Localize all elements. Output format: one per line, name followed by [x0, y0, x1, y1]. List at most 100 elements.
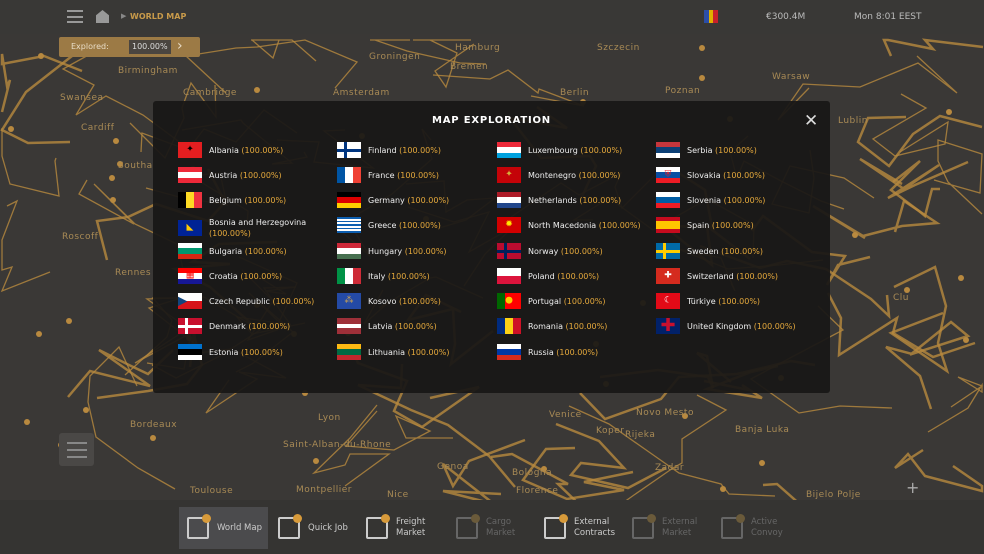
flag-icon: ◣: [178, 220, 202, 236]
road: [87, 345, 176, 490]
tab-external-contracts[interactable]: External Contracts: [536, 507, 622, 549]
country-label: North Macedonia: [528, 220, 597, 230]
country-label: Estonia: [209, 347, 239, 357]
country-name: Sweden (100.00%): [687, 246, 763, 257]
country-name: Albania (100.00%): [209, 145, 283, 156]
city-marker: [66, 318, 72, 324]
bottom-nav: World Map Quick Job Freight Market Cargo Ma…: [0, 500, 984, 554]
city-marker: [254, 87, 260, 93]
city-marker: [83, 407, 89, 413]
tab-label: Active Convoy: [751, 517, 783, 538]
country-label: Czech Republic: [209, 296, 270, 306]
country-percentage: (100.00%): [579, 195, 622, 205]
road: [0, 199, 51, 293]
tab-world-map[interactable]: World Map: [179, 507, 268, 549]
city-label: Bijelo Polje: [806, 490, 861, 500]
flag-icon: ☾: [656, 293, 680, 309]
road: [413, 39, 475, 89]
road: [826, 292, 976, 359]
road: [894, 448, 984, 493]
city-marker: [117, 161, 123, 167]
city-marker: [24, 419, 30, 425]
breadcrumb[interactable]: WORLD MAP: [130, 12, 187, 21]
tab-external-market[interactable]: External Market: [624, 507, 711, 549]
legend-button[interactable]: [59, 433, 94, 466]
city-marker: [8, 126, 14, 132]
city-marker: [759, 460, 765, 466]
city-marker: [110, 197, 116, 203]
explored-button[interactable]: Explored: 100.00% ›: [59, 37, 200, 57]
city-label: Bremen: [450, 62, 489, 72]
country-flag-icon: [704, 10, 719, 23]
flag-icon: [656, 142, 680, 158]
country-name: Czech Republic (100.00%): [209, 296, 314, 307]
city-marker: [852, 232, 858, 238]
country-item: ✚ Switzerland (100.00%): [656, 268, 816, 284]
chevron-right-icon[interactable]: ›: [177, 38, 183, 54]
road: [61, 46, 194, 153]
flag-icon: [497, 268, 521, 284]
flag-icon: [656, 243, 680, 259]
flag-icon: [337, 344, 361, 360]
city-label: Banja Luka: [735, 425, 790, 435]
menu-icon[interactable]: [67, 10, 83, 23]
city-label: Bologna: [512, 468, 553, 478]
country-percentage: (100.00%): [241, 145, 284, 155]
country-item: Bulgaria (100.00%): [178, 243, 338, 259]
country-name: Italy (100.00%): [368, 271, 430, 282]
road: [184, 39, 359, 94]
city-label: Hamburg: [455, 43, 501, 53]
external-market-icon: [632, 514, 656, 539]
flag-icon: [178, 192, 202, 208]
flag-icon: [178, 167, 202, 183]
tab-label: External Contracts: [574, 517, 615, 538]
city-marker: [313, 458, 319, 464]
road: [555, 422, 667, 490]
tab-cargo-market[interactable]: Cargo Market: [448, 507, 534, 549]
country-percentage: (100.00%): [557, 271, 600, 281]
flag-icon: ▦: [178, 268, 202, 284]
country-percentage: (100.00%): [399, 220, 441, 230]
city-label: Clu: [893, 293, 909, 303]
country-percentage: (100.00%): [240, 271, 283, 281]
road: [568, 405, 776, 497]
flag-icon: [337, 217, 361, 233]
tab-freight-market[interactable]: Freight Market: [358, 507, 446, 549]
country-item: Estonia (100.00%): [178, 344, 338, 360]
flag-icon: ●: [497, 293, 521, 309]
country-item: ✦ Montenegro (100.00%): [497, 167, 657, 183]
city-label: Lyon: [318, 413, 341, 423]
country-percentage: (100.00%): [387, 271, 430, 281]
city-label: Bordeaux: [130, 420, 178, 430]
road: [609, 394, 728, 513]
city-marker: [958, 275, 964, 281]
country-label: Bosnia and Herzegovina: [209, 218, 307, 227]
tab-label: Cargo Market: [486, 517, 516, 538]
country-label: Romania: [528, 321, 563, 331]
country-name: Austria (100.00%): [209, 170, 282, 181]
country-item: ⁂ Kosovo (100.00%): [337, 293, 497, 309]
road: [871, 93, 949, 157]
country-item: Russia (100.00%): [497, 344, 657, 360]
explored-value: 100.00%: [129, 40, 171, 54]
tab-active-convoy[interactable]: Active Convoy: [713, 507, 803, 549]
city-label: Groningen: [369, 52, 421, 62]
country-item: Lithuania (100.00%): [337, 344, 497, 360]
home-icon[interactable]: [96, 10, 109, 23]
country-name: Serbia (100.00%): [687, 145, 757, 156]
country-name: Hungary (100.00%): [368, 246, 447, 257]
freight-market-icon: [366, 514, 390, 539]
country-label: Sweden: [687, 246, 719, 256]
country-percentage: (100.00%): [563, 296, 606, 306]
country-name: North Macedonia (100.00%): [528, 220, 641, 231]
country-label: United Kingdom: [687, 321, 752, 331]
city-label: Cambridge: [183, 88, 237, 98]
city-marker: [699, 45, 705, 51]
tab-quick-job[interactable]: Quick Job: [270, 507, 355, 549]
close-icon[interactable]: ✕: [804, 111, 819, 131]
country-label: Switzerland: [687, 271, 734, 281]
country-label: Hungary: [368, 246, 403, 256]
country-label: Lithuania: [368, 347, 406, 357]
zoom-in-icon[interactable]: +: [906, 478, 920, 497]
country-item: Sweden (100.00%): [656, 243, 816, 259]
